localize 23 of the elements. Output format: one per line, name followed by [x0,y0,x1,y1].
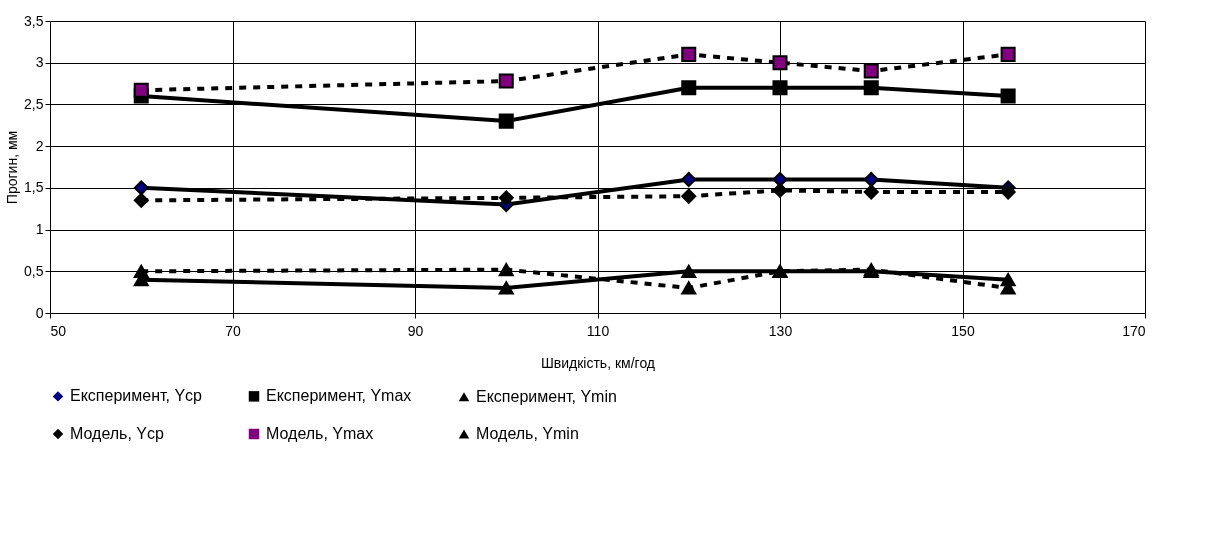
y-tick-label: 2 [35,137,44,154]
x-tick-label: 130 [768,322,793,339]
y-axis-title: Прогин, мм [4,130,21,205]
x-tick-label: 170 [1122,322,1146,339]
legend-label: Модель, Ymin [476,425,579,442]
legend-label: Модель, Yср [70,425,164,442]
y-tick-label: 3 [35,54,44,71]
x-tick-label: 110 [586,322,610,339]
y-tick-label: 2,5 [24,95,44,112]
x-axis-title: Швидкість, км/год [540,354,656,371]
y-tick-label: 3,5 [24,12,44,29]
x-tick-label: 70 [225,322,241,339]
legend-label: Модель, Ymax [266,425,374,442]
y-tick-label: 0,5 [24,262,44,279]
x-tick-label: 90 [407,322,424,339]
legend-label: Експеримент, Ymin [476,387,617,405]
x-tick-label: 50 [50,322,67,339]
y-tick-label: 1 [35,221,44,238]
y-tick-label: 1,5 [24,179,44,196]
legend-label: Експеримент, Ymax [266,387,412,405]
y-tick-label: 0 [35,304,44,321]
legend-label: Експеримент, Yср [70,387,203,405]
x-tick-label: 150 [951,322,975,339]
